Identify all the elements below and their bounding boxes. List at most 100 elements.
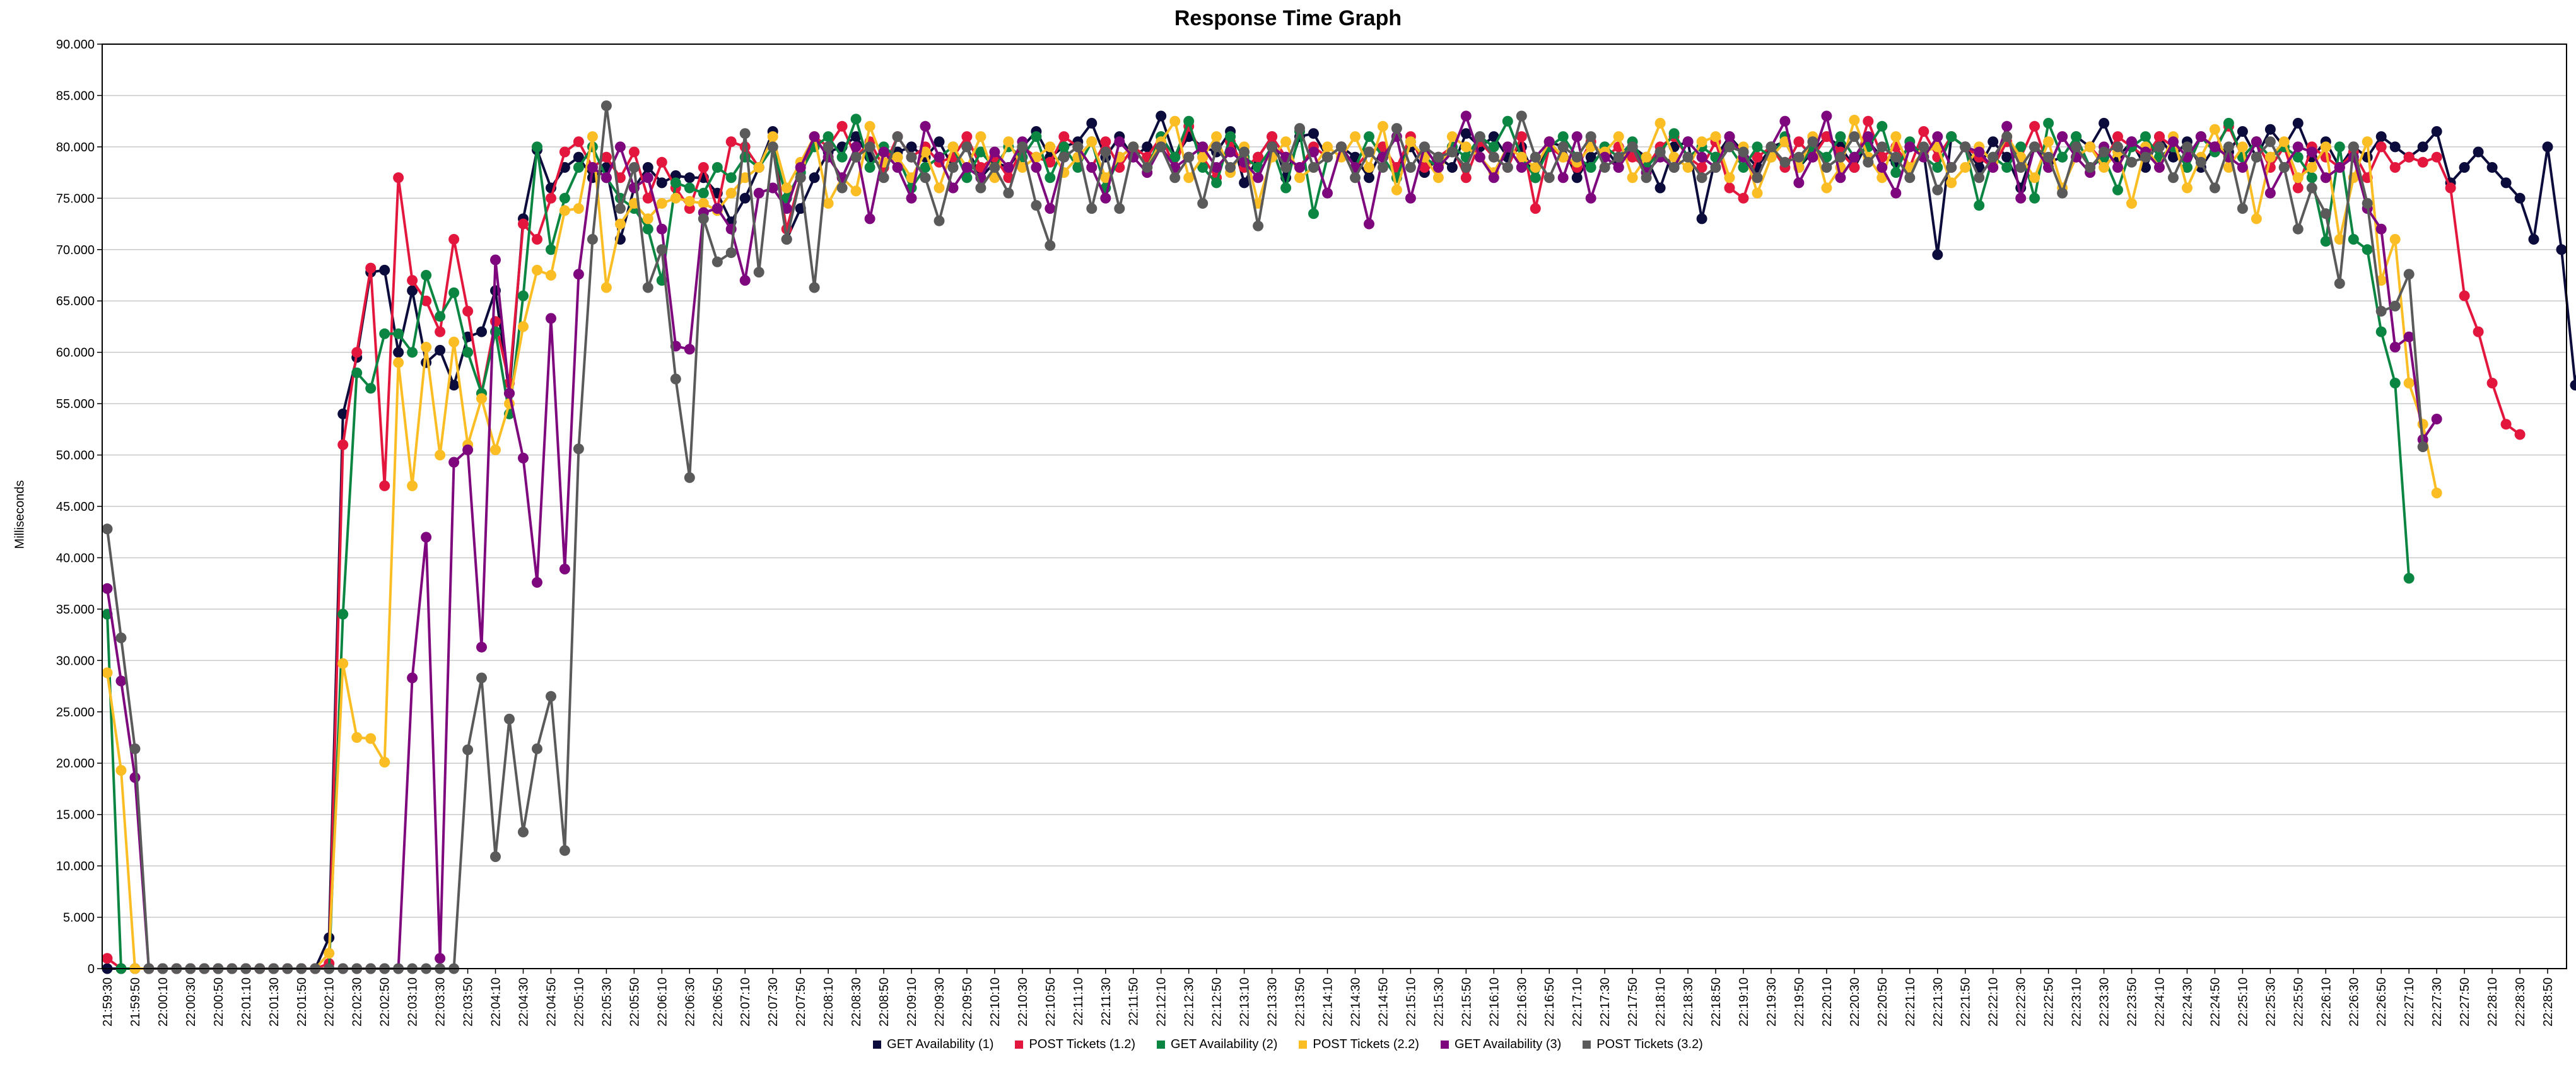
data-point [1738, 162, 1749, 173]
data-point [767, 182, 778, 194]
data-point [1183, 115, 1195, 127]
data-point [407, 275, 418, 286]
data-point [1710, 162, 1721, 173]
data-point [2431, 126, 2442, 137]
x-tick-label: 22:05:30 [600, 977, 614, 1027]
data-point [614, 203, 626, 214]
data-point [2251, 213, 2262, 224]
data-point [2375, 306, 2387, 317]
data-point [1571, 151, 1583, 163]
data-point [1502, 115, 1513, 127]
x-tick-label: 22:12:50 [1210, 977, 1224, 1027]
data-point [2223, 162, 2234, 173]
data-point [1932, 249, 1943, 260]
x-tick-label: 22:06:30 [683, 977, 697, 1027]
legend-label: GET Availability (1) [887, 1037, 994, 1051]
x-tick-label: 22:01:30 [267, 977, 281, 1027]
x-tick-label: 22:07:10 [739, 977, 752, 1027]
legend-label: POST Tickets (2.2) [1313, 1037, 1419, 1051]
data-point [2473, 146, 2484, 158]
data-point [809, 172, 820, 184]
data-point [1668, 128, 1680, 139]
data-point [1904, 172, 1916, 184]
data-point [407, 480, 418, 491]
data-point [2223, 141, 2234, 153]
x-tick-label: 22:21:50 [1959, 977, 1973, 1027]
data-point [1100, 192, 1111, 204]
x-tick-label: 22:17:10 [1571, 977, 1584, 1027]
series-lines [102, 100, 2576, 974]
data-point [850, 114, 862, 125]
y-tick-label: 85.000 [56, 89, 95, 103]
data-point [1613, 131, 1624, 143]
data-point [1807, 136, 1818, 148]
data-point [1890, 167, 1902, 178]
y-tick-label: 40.000 [56, 551, 95, 565]
data-point [2182, 141, 2193, 153]
data-point [337, 609, 349, 620]
x-tick-label: 22:02:10 [323, 977, 337, 1027]
data-point [490, 254, 501, 265]
data-point [1696, 162, 1707, 173]
data-point [989, 162, 1000, 173]
data-point [379, 480, 390, 491]
data-point [587, 162, 598, 173]
x-tick-label: 22:07:50 [794, 977, 808, 1027]
x-tick-label: 22:14:50 [1376, 977, 1390, 1027]
data-point [1779, 115, 1791, 127]
x-tick-label: 22:25:50 [2292, 977, 2305, 1027]
data-point [2459, 290, 2470, 301]
data-point [573, 269, 584, 280]
data-point [1364, 172, 1374, 184]
data-point [920, 120, 931, 132]
data-point [2292, 223, 2304, 235]
data-point [1100, 136, 1111, 148]
data-point [546, 691, 556, 702]
x-tick-label: 22:20:10 [1820, 977, 1834, 1027]
data-point [1239, 146, 1250, 158]
data-point [2389, 141, 2401, 153]
x-tick-label: 22:20:30 [1848, 977, 1862, 1027]
data-point [1267, 131, 1278, 143]
data-point [1890, 187, 1902, 199]
data-point [102, 583, 113, 594]
data-point [1086, 162, 1098, 173]
data-point [462, 347, 474, 358]
data-point [462, 306, 474, 317]
data-point [2375, 141, 2387, 153]
data-point [1543, 136, 1555, 148]
data-point [1308, 162, 1319, 173]
data-point [2264, 136, 2276, 148]
data-point [2182, 182, 2193, 194]
data-point [2348, 234, 2359, 245]
data-point [892, 162, 903, 173]
data-point [864, 162, 875, 173]
data-point [2112, 162, 2123, 173]
x-tick-label: 22:16:10 [1487, 977, 1501, 1027]
data-point [2209, 141, 2220, 153]
data-point [559, 205, 570, 216]
x-tick-label: 22:11:10 [1072, 977, 1086, 1025]
data-point [864, 141, 875, 153]
data-point [2362, 244, 2373, 255]
data-point [2015, 141, 2027, 153]
data-point [365, 733, 377, 744]
x-tick-label: 22:22:50 [2042, 977, 2056, 1027]
x-tick-label: 22:23:50 [2126, 977, 2140, 1027]
data-point [920, 172, 931, 184]
data-point [1488, 172, 1499, 184]
data-point [2001, 131, 2013, 143]
data-point [878, 146, 889, 158]
y-tick-label: 70.000 [56, 243, 95, 257]
data-point [2362, 198, 2373, 209]
data-point [115, 633, 127, 643]
data-point [1654, 117, 1666, 129]
x-tick-label: 22:11:50 [1127, 977, 1141, 1025]
data-point [129, 743, 141, 754]
data-point [2403, 378, 2415, 388]
data-point [642, 213, 653, 224]
data-point [2099, 117, 2110, 129]
legend-item: GET Availability (3) [1440, 1037, 1561, 1052]
data-point [1974, 200, 1985, 211]
data-point [1654, 182, 1666, 194]
